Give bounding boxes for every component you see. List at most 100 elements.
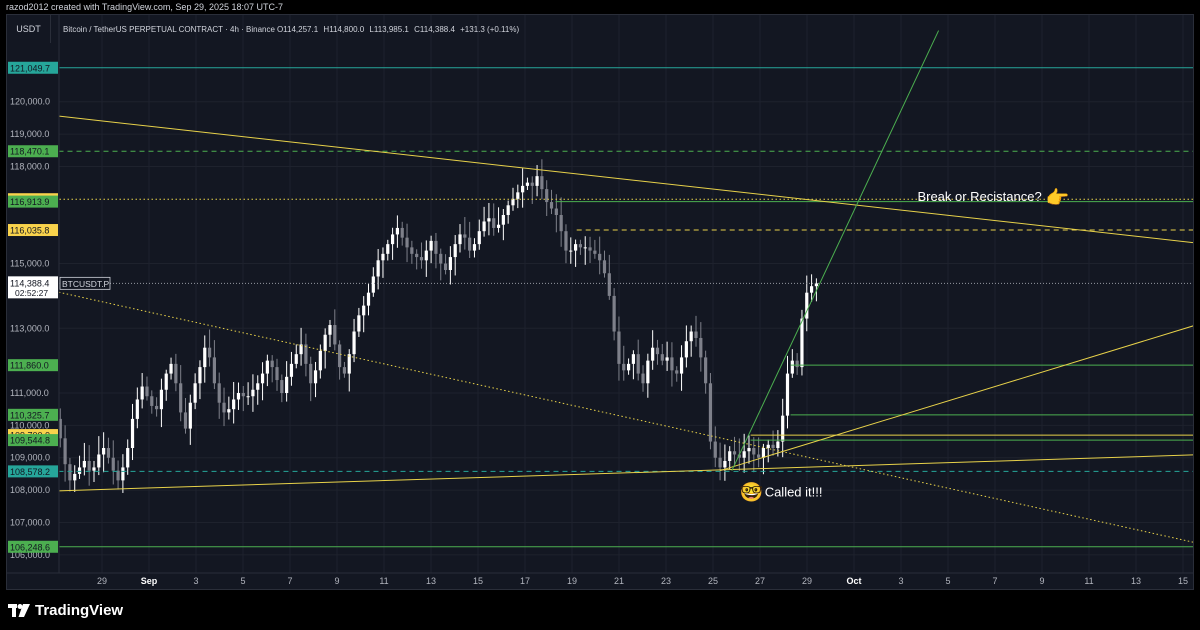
y-tick-label: 106,000.0 [10, 550, 50, 560]
price-level-badge [8, 408, 58, 421]
candle-body [439, 253, 443, 264]
price-level-badge [8, 359, 58, 372]
price-level-label: 111,860.0 [10, 361, 49, 371]
candle-body [790, 360, 794, 374]
candle-body [564, 231, 568, 251]
bar-countdown-label: 02:52:27 [15, 288, 48, 298]
pointing-hand-emoji: 👉 [1045, 187, 1069, 209]
candle-body [487, 218, 491, 222]
x-tick-label: 5 [240, 576, 245, 586]
symbol-tag-label: BTCUSDT.P [62, 279, 110, 289]
candle-body [684, 341, 688, 358]
x-tick-label: 27 [755, 576, 765, 586]
candle-body [535, 176, 539, 186]
candle-body [217, 383, 221, 403]
candle-body [593, 250, 597, 254]
x-tick-label: 13 [426, 576, 436, 586]
x-tick-label: 17 [520, 576, 530, 586]
candle-body [227, 409, 231, 413]
candle-body [82, 460, 86, 468]
price-level-label: 109,544.8 [10, 436, 50, 446]
candle-body [641, 373, 645, 384]
candle-body [371, 276, 375, 293]
y-tick-label: 108,000.0 [10, 485, 50, 495]
candle-body [333, 325, 337, 345]
x-tick-label: 15 [1178, 576, 1188, 586]
candle-body [708, 383, 713, 442]
candle-body [434, 240, 438, 254]
candle-body [704, 357, 708, 384]
y-tick-label: 109,000.0 [10, 453, 50, 463]
y-tick-label: 113,000.0 [10, 323, 49, 333]
candle-body [713, 441, 717, 458]
high-value: 114,800.0 [329, 24, 365, 34]
symbol-title[interactable]: Bitcoin / TetherUS PERPETUAL CONTRACT · … [63, 24, 275, 34]
candle-body [665, 357, 669, 361]
x-tick-label: 13 [1131, 576, 1141, 586]
candle-body [472, 244, 477, 251]
candle-body [809, 286, 814, 293]
price-level-badge [8, 61, 58, 74]
x-tick-label: 21 [614, 576, 624, 586]
candle-body [679, 357, 684, 374]
x-tick-label: 29 [802, 576, 812, 586]
green-trendline [731, 30, 940, 471]
candle-body [694, 331, 698, 338]
yellow-trendline [31, 112, 1193, 244]
candle-body [805, 292, 809, 319]
candle-body [294, 354, 298, 364]
price-level-label: 118,470.1 [10, 147, 49, 157]
candle-body [732, 451, 737, 455]
candle-body [309, 363, 313, 384]
candle-body [530, 182, 534, 186]
y-tick-label: 111,000.0 [10, 388, 49, 398]
y-tick-label: 115,000.0 [10, 259, 49, 269]
candle-body [58, 418, 62, 439]
candle-body [77, 467, 82, 474]
currency-button[interactable]: USDT [7, 15, 51, 43]
candle-body [588, 247, 592, 251]
candle-body [612, 295, 616, 332]
candle-body [212, 357, 216, 384]
x-tick-label: 25 [708, 576, 718, 586]
candle-body [617, 331, 621, 364]
candle-body [106, 448, 111, 458]
chart-background [7, 15, 1193, 589]
chart-frame[interactable]: 106,000.0 107,000.0 108,000.0 109,000.0 110,… [6, 14, 1194, 590]
candle-body [670, 357, 674, 371]
candle-body [545, 189, 549, 203]
x-tick-label: 29 [97, 576, 107, 586]
candle-body [651, 347, 655, 361]
candle-body [410, 247, 414, 254]
candle-body [73, 473, 77, 481]
candle-body [737, 454, 741, 458]
x-tick-label: 7 [287, 576, 292, 586]
tradingview-logo[interactable]: TradingView [8, 602, 123, 619]
candle-body [270, 360, 274, 368]
x-tick-label: 15 [473, 576, 483, 586]
candle-body [496, 224, 501, 228]
candle-body [699, 337, 703, 358]
candle-body [516, 192, 520, 199]
x-tick-label: 7 [992, 576, 997, 586]
candle-body [68, 464, 72, 481]
y-tick-label: 110,000.0 [10, 420, 49, 430]
candle-body [583, 247, 587, 249]
candle-body [675, 370, 679, 374]
candle-body [660, 354, 664, 361]
candle-body [655, 347, 660, 355]
candle-body [569, 250, 573, 252]
candle-body [260, 373, 265, 384]
candle-body [352, 331, 356, 355]
price-chart[interactable]: 106,000.0 107,000.0 108,000.0 109,000.0 110,… [7, 15, 1193, 589]
candle-body [723, 460, 727, 468]
candle-body [549, 202, 554, 209]
low-label: L [369, 24, 374, 34]
ohlc-readout: O114,257.1 H114,800.0 L113,985.1 C114,38… [277, 25, 519, 34]
candle-body [338, 344, 342, 368]
candle-body [193, 383, 197, 403]
candle-body [357, 315, 361, 332]
y-tick-label: 119,000.0 [10, 129, 49, 139]
candle-body [313, 370, 318, 384]
price-level-badge [8, 465, 58, 478]
